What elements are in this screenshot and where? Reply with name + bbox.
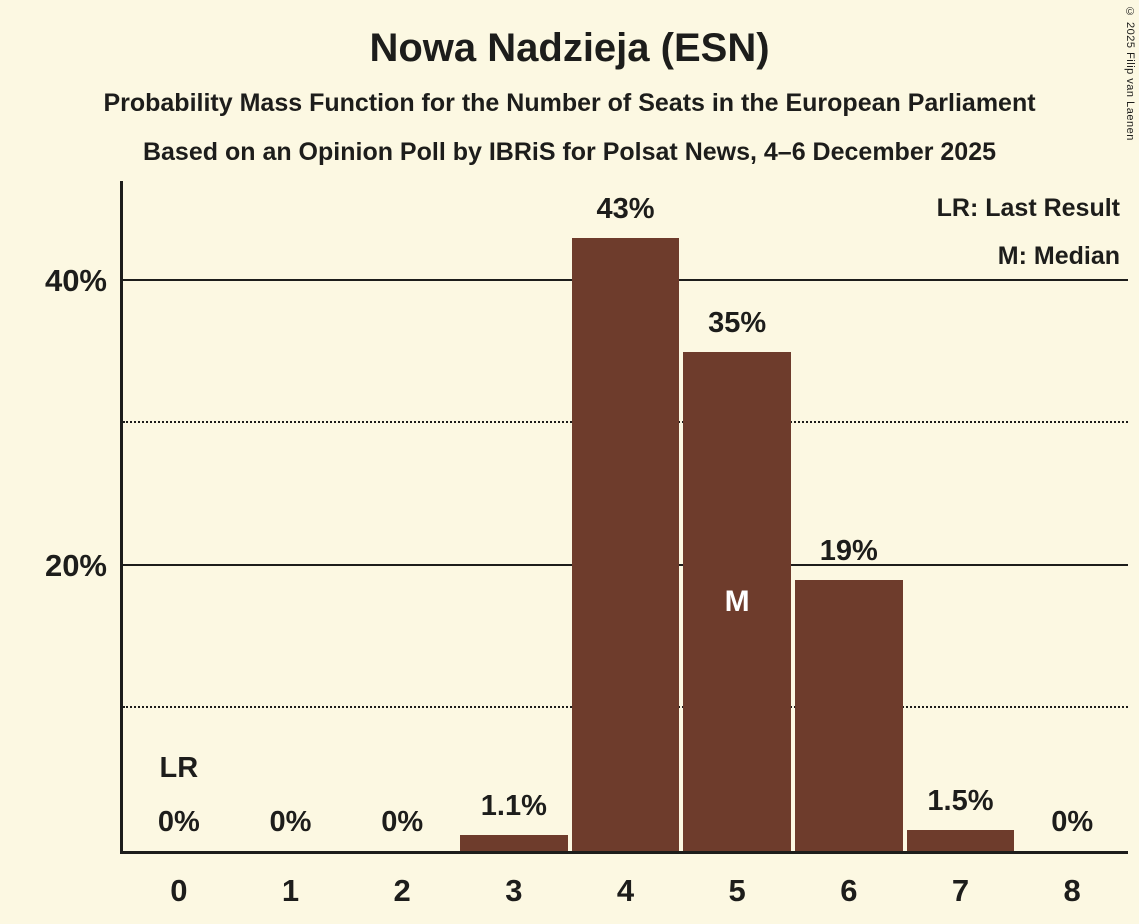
x-axis-tick-label-2: 2 (393, 873, 411, 908)
median-label: M (724, 584, 750, 618)
y-axis-tick-label-40: 40% (44, 262, 107, 298)
y-axis-tick-label-20: 20% (44, 547, 107, 583)
bar-value-label-7: 1.5% (927, 784, 994, 817)
bar-value-label-3: 1.1% (480, 790, 547, 823)
bar-cell-5: 35% M (681, 181, 793, 851)
x-axis-tick-label-4: 4 (616, 873, 635, 908)
x-axis-tick-label-6: 6 (840, 873, 858, 908)
bar-seats-4 (571, 238, 680, 851)
x-axis-tick-label-5: 5 (728, 873, 746, 908)
legend-last-result: LR: Last Result (936, 194, 1120, 222)
bar-cell-8: 0% (1016, 181, 1128, 851)
chart-subtitle: Probability Mass Function for the Number… (103, 89, 1036, 117)
bar-value-label-0: 0% (157, 806, 200, 838)
bar-cell-3: 1.1% (458, 181, 570, 851)
bar-cell-7: 1.5% (905, 181, 1017, 851)
x-axis-tick-label-8: 8 (1063, 873, 1081, 908)
x-axis-tick-label-7: 7 (951, 873, 970, 908)
bar-value-label-8: 0% (1051, 806, 1094, 838)
chart-source-subtitle: Based on an Opinion Poll by IBRiS for Po… (142, 138, 997, 166)
copyright-notice: © 2025 Filip van Laenen (1124, 6, 1136, 141)
last-result-label: LR (159, 752, 199, 784)
bar-seats-7 (906, 829, 1015, 851)
legend: LR: Last Result M: Median (937, 184, 1120, 280)
plot-area: 20% 40% 0% LR 0 0% 1 0% 2 1.1% 3 43% 4 35% M 5 19% 6 1.5% 7… (45, 181, 1128, 908)
bar-seats-3 (460, 835, 568, 851)
legend-median: M: Median (997, 242, 1120, 270)
bar-seats-5 (683, 352, 791, 851)
bar-cell-4: 43% (570, 181, 682, 851)
bar-value-label-4: 43% (596, 193, 655, 226)
bar-cell-0: 0% LR (123, 181, 235, 851)
bar-value-label-5: 35% (708, 307, 767, 340)
bar-value-label-1: 0% (269, 806, 312, 838)
bar-cell-6: 19% (793, 181, 905, 851)
chart-title: Nowa Nadzieja (ESN) (369, 26, 770, 70)
bar-seats-6 (795, 580, 903, 851)
x-axis-tick-label-1: 1 (281, 873, 300, 908)
bar-cell-2: 0% (346, 181, 458, 851)
x-axis-tick-label-3: 3 (505, 873, 523, 908)
bar-cell-1: 0% (235, 181, 347, 851)
bar-value-label-2: 0% (381, 806, 424, 838)
x-axis-tick-label-0: 0 (170, 873, 188, 908)
bar-value-label-6: 19% (819, 535, 878, 568)
